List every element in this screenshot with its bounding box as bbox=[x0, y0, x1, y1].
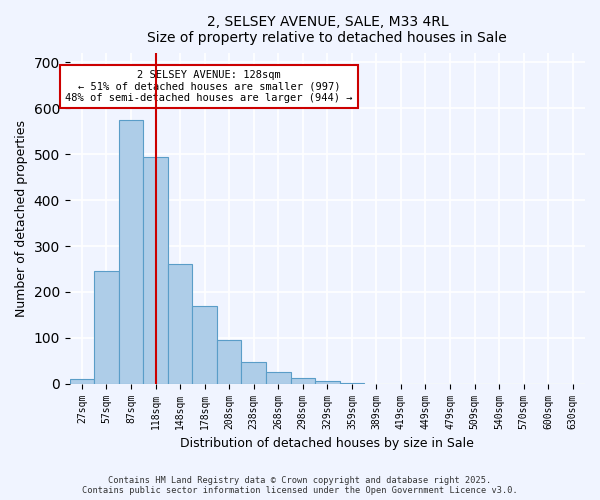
X-axis label: Distribution of detached houses by size in Sale: Distribution of detached houses by size … bbox=[181, 437, 474, 450]
Bar bbox=[193, 306, 217, 384]
Bar bbox=[217, 340, 241, 384]
Bar bbox=[241, 362, 266, 384]
Bar bbox=[290, 378, 315, 384]
Bar bbox=[315, 382, 340, 384]
Bar bbox=[266, 372, 290, 384]
Text: 2 SELSEY AVENUE: 128sqm
← 51% of detached houses are smaller (997)
48% of semi-d: 2 SELSEY AVENUE: 128sqm ← 51% of detache… bbox=[65, 70, 353, 103]
Bar bbox=[94, 272, 119, 384]
Text: Contains HM Land Registry data © Crown copyright and database right 2025.
Contai: Contains HM Land Registry data © Crown c… bbox=[82, 476, 518, 495]
Bar bbox=[340, 383, 364, 384]
Bar bbox=[143, 156, 168, 384]
Bar bbox=[168, 264, 193, 384]
Bar bbox=[70, 379, 94, 384]
Bar bbox=[119, 120, 143, 384]
Title: 2, SELSEY AVENUE, SALE, M33 4RL
Size of property relative to detached houses in : 2, SELSEY AVENUE, SALE, M33 4RL Size of … bbox=[148, 15, 507, 45]
Y-axis label: Number of detached properties: Number of detached properties bbox=[15, 120, 28, 317]
